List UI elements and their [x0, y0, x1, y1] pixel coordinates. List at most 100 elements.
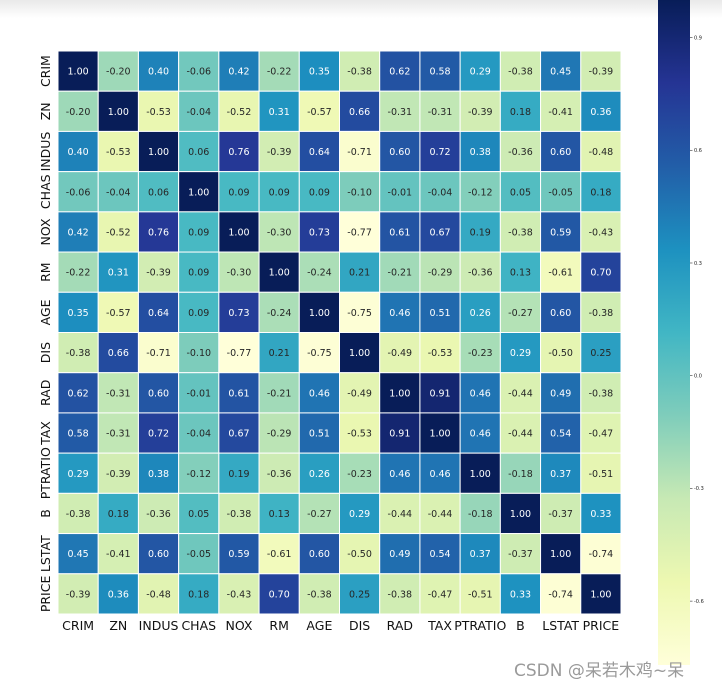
- cell-value-label: 0.25: [349, 589, 370, 600]
- y-tick-label: NOX: [38, 218, 53, 245]
- heatmap-cell: [298, 412, 340, 454]
- y-tick-label: ZN: [38, 102, 53, 120]
- cell-value-label: 0.29: [510, 348, 531, 359]
- colorbar-tick-label: 0.6: [694, 148, 702, 154]
- cell-value-label: -0.38: [66, 509, 91, 520]
- cell-value-label: -0.48: [589, 147, 614, 158]
- cell-value-label: -0.21: [267, 388, 292, 399]
- y-tick-label: DIS: [38, 342, 53, 363]
- heatmap-cell: [379, 130, 421, 173]
- heatmap-cell: [218, 573, 260, 615]
- y-tick-label: LSTAT: [38, 535, 53, 572]
- cell-value-label: -0.38: [589, 308, 614, 319]
- heatmap-cells: 1.00 -0.20 0.40 -0.06 0.42 -0.22 0.35 -0.38 0.62…: [57, 50, 622, 615]
- y-tick-label: CRIM: [38, 55, 53, 87]
- cell-value-label: -0.74: [548, 589, 573, 600]
- cell-value-label: 0.33: [590, 509, 611, 520]
- heatmap-cell: [379, 573, 421, 615]
- cell-value-label: 1.00: [349, 348, 370, 359]
- cell-value-label: -0.38: [508, 67, 533, 78]
- heatmap-cell: [218, 533, 260, 575]
- colorbar-tick-label: -0.6: [694, 599, 704, 605]
- heatmap-cell: [419, 171, 461, 213]
- heatmap-cell: [57, 412, 99, 454]
- heatmap-cell: [379, 452, 421, 494]
- cell-value-label: 0.35: [68, 308, 89, 319]
- heatmap-cell: [137, 130, 180, 173]
- heatmap-cell: [459, 90, 501, 132]
- cell-value-label: -0.06: [186, 67, 211, 78]
- cell-value-label: -0.27: [508, 308, 533, 319]
- heatmap-cell: [580, 171, 622, 213]
- cell-value-label: 0.38: [148, 469, 169, 480]
- cell-value-label: -0.75: [307, 348, 332, 359]
- heatmap-cell: [97, 332, 139, 374]
- cell-value-label: -0.47: [428, 589, 453, 600]
- cell-value-label: -0.74: [589, 549, 614, 560]
- heatmap-cell: [459, 171, 501, 213]
- cell-value-label: 0.06: [148, 187, 169, 198]
- cell-value-label: 0.72: [148, 429, 169, 440]
- cell-value-label: 0.61: [228, 388, 249, 399]
- cell-value-label: 1.00: [470, 469, 491, 480]
- heatmap-cell: [499, 372, 542, 414]
- heatmap-cell: [339, 492, 381, 535]
- cell-value-label: 0.42: [228, 67, 249, 78]
- y-tick-label: RAD: [38, 380, 53, 406]
- cell-value-label: 0.59: [228, 549, 249, 560]
- cell-value-label: 0.33: [510, 589, 531, 600]
- cell-value-label: 0.59: [550, 227, 571, 238]
- cell-value-label: -0.20: [66, 107, 91, 118]
- heatmap-cell: [218, 251, 260, 293]
- heatmap-cell: [459, 533, 501, 575]
- x-tick-label: CHAS: [181, 618, 216, 633]
- heatmap-cell: [57, 573, 99, 615]
- heatmap-cell: [459, 211, 501, 253]
- cell-value-label: -0.27: [307, 509, 332, 520]
- heatmap-cell: [218, 90, 260, 132]
- heatmap-cell: [459, 291, 501, 333]
- cell-value-label: 1.00: [228, 227, 249, 238]
- cell-value-label: 0.36: [590, 107, 611, 118]
- cell-value-label: 1.00: [510, 509, 531, 520]
- cell-value-label: -0.23: [468, 348, 493, 359]
- cell-value-label: 0.42: [68, 227, 89, 238]
- cell-value-label: -0.24: [307, 268, 332, 279]
- heatmap-cell: [298, 211, 340, 253]
- heatmap-cell: [258, 130, 300, 173]
- y-tick-label: CHAS: [38, 174, 53, 209]
- heatmap-cell: [419, 533, 461, 575]
- cell-value-label: -0.77: [347, 227, 372, 238]
- cell-value-label: 1.00: [68, 67, 89, 78]
- cell-value-label: -0.48: [146, 589, 171, 600]
- cell-value-label: 0.46: [470, 388, 491, 399]
- cell-value-label: 0.46: [389, 469, 410, 480]
- heatmap-cell: [178, 130, 220, 173]
- cell-value-label: -0.57: [106, 308, 131, 319]
- cell-value-label: -0.49: [347, 388, 372, 399]
- heatmap-cell: [57, 492, 99, 535]
- heatmap-cell: [258, 251, 300, 293]
- heatmap-cell: [258, 452, 300, 494]
- y-tick-label: TAX: [38, 421, 53, 446]
- cell-value-label: 0.70: [590, 268, 611, 279]
- heatmap-cell: [540, 492, 582, 535]
- cell-value-label: -0.04: [106, 187, 131, 198]
- cell-value-label: -0.05: [186, 549, 211, 560]
- y-tick-label: RM: [38, 262, 53, 281]
- cell-value-label: -0.31: [106, 388, 131, 399]
- cell-value-label: -0.38: [227, 509, 252, 520]
- cell-value-label: 0.31: [108, 268, 129, 279]
- cell-value-label: 0.62: [68, 388, 89, 399]
- heatmap-cell: [137, 573, 180, 615]
- cell-value-label: -0.38: [66, 348, 91, 359]
- cell-value-label: 1.00: [188, 187, 209, 198]
- heatmap-cell: [339, 372, 381, 414]
- x-tick-label: INDUS: [139, 618, 179, 633]
- cell-value-label: 1.00: [389, 388, 410, 399]
- heatmap-cell: [97, 211, 139, 253]
- cell-value-label: 0.21: [269, 348, 290, 359]
- heatmap-cell: [218, 412, 260, 454]
- cell-value-label: 0.46: [429, 469, 450, 480]
- y-tick-label: INDUS: [38, 132, 53, 172]
